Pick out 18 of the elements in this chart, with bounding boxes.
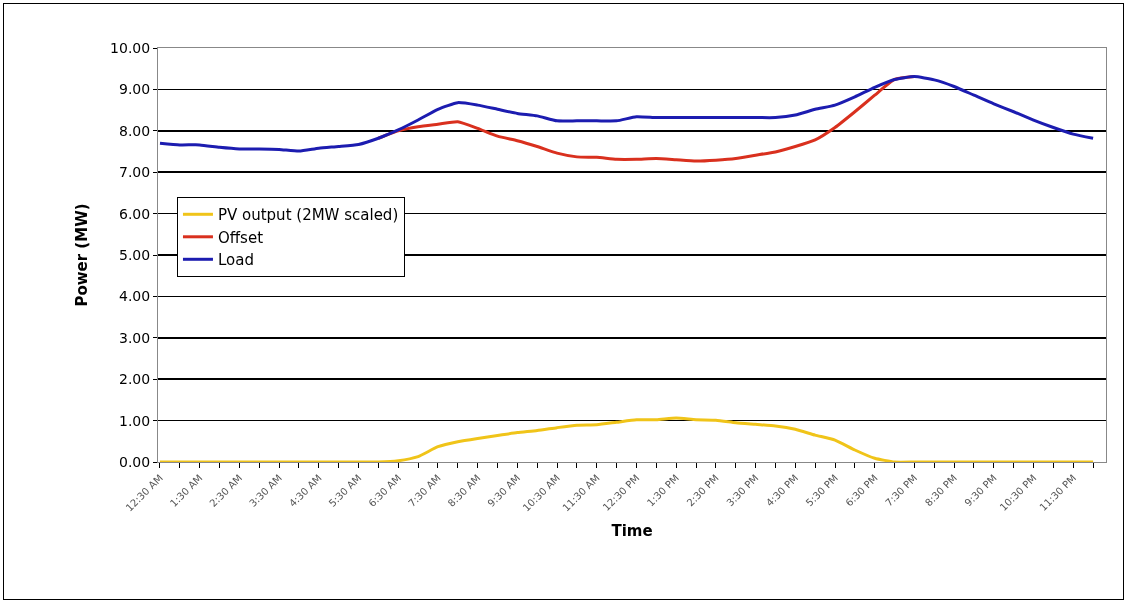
y-tick-label: 5.00 — [119, 246, 151, 263]
y-tick-label: 10.00 — [110, 39, 151, 56]
y-tick-label: 1.00 — [119, 412, 151, 429]
y-tick-label: 7.00 — [119, 164, 151, 181]
legend-label: Load — [217, 251, 254, 270]
legend-label: PV output (2MW scaled) — [217, 206, 399, 225]
legend-label: Offset — [217, 228, 264, 247]
y-tick-label: 9.00 — [119, 81, 151, 98]
x-axis-title: Time — [611, 521, 653, 540]
y-tick-label: 6.00 — [119, 205, 151, 222]
line-series — [158, 75, 1095, 153]
y-tick-label: 3.00 — [119, 329, 151, 346]
y-tick-label: 4.00 — [119, 288, 151, 305]
y-tick-label: 0.00 — [119, 453, 151, 470]
y-axis-title: Power (MW) — [73, 203, 92, 307]
y-tick-label: 2.00 — [119, 371, 151, 388]
y-tick-label: 8.00 — [119, 122, 151, 139]
line-series — [158, 416, 1095, 462]
